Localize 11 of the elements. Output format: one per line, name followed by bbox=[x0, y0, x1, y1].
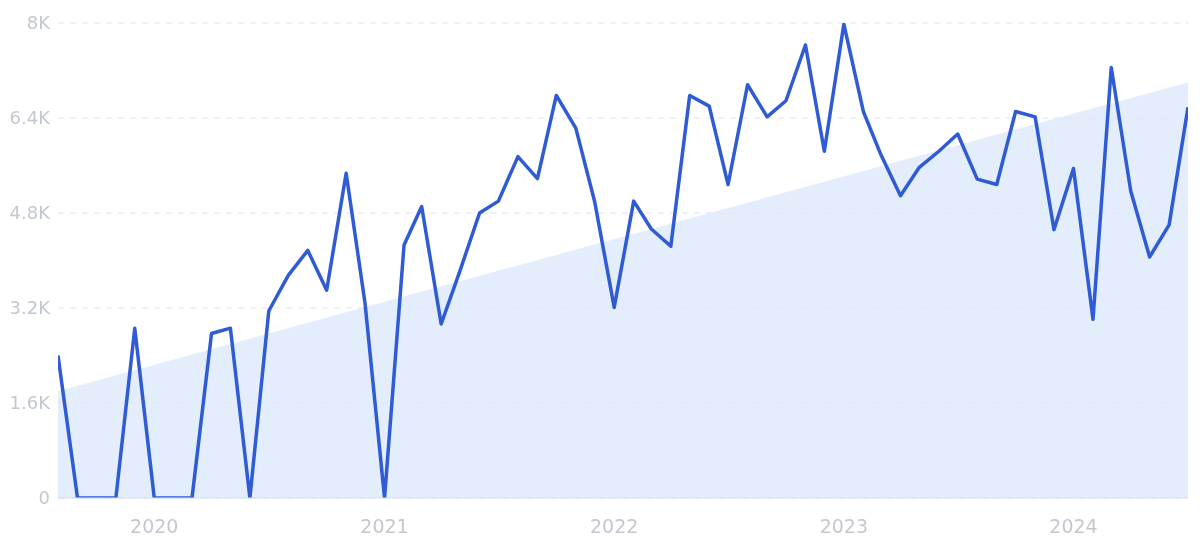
x-tick-label: 2023 bbox=[819, 515, 869, 538]
x-tick-label: 2022 bbox=[590, 515, 639, 538]
x-tick-label: 2020 bbox=[130, 515, 179, 538]
y-tick-label: 1.6K bbox=[9, 392, 52, 414]
y-tick-label: 4.8K bbox=[9, 202, 52, 224]
y-tick-label: 3.2K bbox=[9, 297, 52, 319]
y-tick-label: 0 bbox=[38, 487, 50, 509]
y-tick-label: 6.4K bbox=[9, 107, 52, 129]
y-tick-label: 8K bbox=[26, 12, 52, 34]
x-tick-label: 2021 bbox=[360, 515, 409, 538]
x-tick-label: 2024 bbox=[1049, 515, 1098, 538]
